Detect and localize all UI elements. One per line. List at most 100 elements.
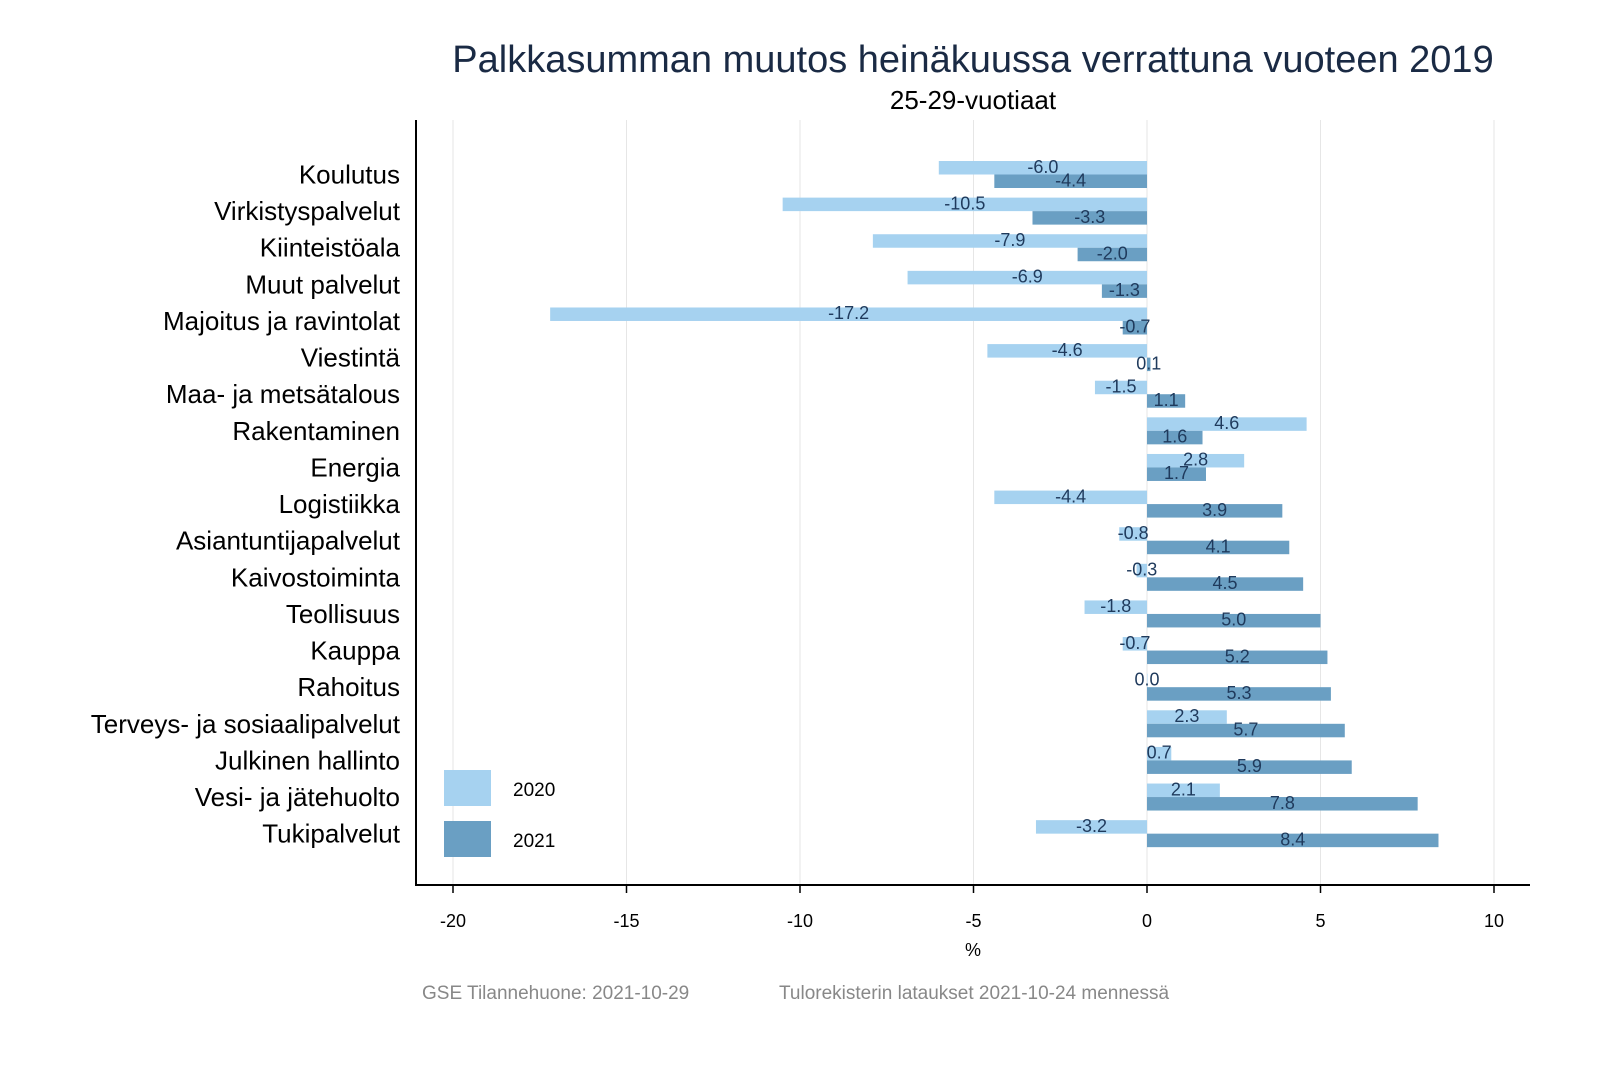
bar-2021 <box>1147 357 1151 372</box>
value-label-2021: 1.6 <box>1162 427 1187 447</box>
bar-2021 <box>994 174 1147 188</box>
legend: 2020 2021 <box>444 770 555 857</box>
bar-2020 <box>1147 673 1148 688</box>
bar-2021 <box>1147 687 1331 701</box>
bars <box>550 161 1439 848</box>
value-label-2020: 2.8 <box>1183 450 1208 470</box>
value-label-2021: -4.4 <box>1055 170 1086 190</box>
value-label-2020: -4.6 <box>1052 340 1083 360</box>
category-label: Kiinteistöala <box>260 233 401 263</box>
value-label-2021: 5.0 <box>1221 610 1246 630</box>
category-label: Kauppa <box>310 636 400 666</box>
legend-label-2020: 2020 <box>513 780 555 801</box>
bar-2021 <box>1147 540 1290 555</box>
bar-2021 <box>1077 247 1147 262</box>
value-label-2020: -6.0 <box>1027 157 1058 177</box>
x-axis-label: % <box>965 940 981 960</box>
legend-swatch-2020 <box>444 770 491 806</box>
chart-title: Palkkasumman muutos heinäkuussa verrattu… <box>452 39 1493 81</box>
value-label-2020: -3.2 <box>1076 816 1107 836</box>
bar-2021 <box>1122 320 1147 335</box>
bar-2020 <box>1147 746 1172 761</box>
bar-2020 <box>550 307 1147 321</box>
value-label-2021: 4.1 <box>1206 536 1231 556</box>
bar-2021 <box>1147 723 1345 738</box>
value-label-2021: 4.5 <box>1213 573 1238 593</box>
bar-2021 <box>1147 797 1418 811</box>
category-label: Vesi- ja jätehuolto <box>195 782 400 812</box>
bar-2020 <box>1147 783 1220 798</box>
value-label-2020: -1.5 <box>1105 376 1136 396</box>
value-label-2021: 8.4 <box>1280 829 1305 849</box>
value-label-2020: -7.9 <box>994 230 1025 250</box>
bar-2021 <box>1147 650 1328 665</box>
category-labels: Koulutus Virkistyspalvelut Kiinteistöala Mu… <box>91 160 401 849</box>
value-label-2021: 7.8 <box>1270 793 1295 813</box>
category-label: Kaivostoiminta <box>231 562 401 592</box>
value-label-2020: -6.9 <box>1012 267 1043 287</box>
value-label-2020: -4.4 <box>1055 486 1086 506</box>
x-tick-label: -10 <box>787 911 813 931</box>
value-label-2020: -1.8 <box>1100 596 1131 616</box>
chart-subtitle: 25-29-vuotiaat <box>890 85 1057 115</box>
value-label-2020: -10.5 <box>944 193 985 213</box>
bar-2021 <box>1101 284 1147 298</box>
bar-2020 <box>782 197 1147 212</box>
value-label-2020: -0.3 <box>1126 560 1157 580</box>
x-ticks: -20 -15 -10 -5 0 5 10 <box>440 885 1504 931</box>
category-label: Muut palvelut <box>245 269 400 299</box>
bar-2020 <box>1035 820 1147 834</box>
value-label-2021: -0.7 <box>1119 317 1150 337</box>
bar-2021 <box>1147 467 1206 481</box>
bar-2021 <box>1147 833 1439 848</box>
value-label-2021: 5.3 <box>1226 683 1251 703</box>
bar-2021 <box>1032 211 1147 225</box>
legend-swatch-2021 <box>444 821 491 857</box>
bar-2021 <box>1147 430 1203 445</box>
x-tick-label: 0 <box>1142 911 1152 931</box>
bar-2020 <box>1094 380 1147 395</box>
bar-2020 <box>1136 563 1147 578</box>
x-tick-label: -5 <box>965 911 981 931</box>
bar-2020 <box>1147 453 1245 468</box>
category-label: Maa- ja metsätalous <box>166 379 400 409</box>
category-label: Rahoitus <box>297 672 400 702</box>
x-tick-label: 10 <box>1484 911 1504 931</box>
value-label-2021: -3.3 <box>1074 207 1105 227</box>
x-tick-label: -15 <box>613 911 639 931</box>
bar-2021 <box>1147 760 1352 774</box>
value-label-2020: 2.3 <box>1174 706 1199 726</box>
legend-label-2021: 2021 <box>513 831 555 852</box>
x-tick-label: -20 <box>440 911 466 931</box>
footer-source: GSE Tilannehuone: 2021-10-29 <box>422 983 689 1004</box>
bar-2021 <box>1147 577 1304 591</box>
category-label: Koulutus <box>299 160 400 190</box>
bar-2021 <box>1147 613 1321 628</box>
bar-2020 <box>1147 710 1227 724</box>
category-label: Tukipalvelut <box>262 819 401 849</box>
category-label: Viestintä <box>301 343 401 373</box>
value-label-2021: 1.7 <box>1164 463 1189 483</box>
bar-2020 <box>1119 527 1147 541</box>
value-label-2020: 2.1 <box>1171 779 1196 799</box>
value-labels: -6.0-4.4-10.5-3.3-7.9-2.0-6.9-1.3-17.2-0… <box>828 157 1305 850</box>
bar-2020 <box>987 344 1147 358</box>
footer-note: Tulorekisterin lataukset 2021-10-24 menn… <box>779 983 1169 1004</box>
value-label-2020: 4.6 <box>1214 413 1239 433</box>
bar-2020 <box>1147 417 1307 431</box>
bar-2020 <box>907 270 1147 285</box>
category-label: Julkinen hallinto <box>215 745 400 775</box>
value-label-2021: 0.1 <box>1136 353 1161 373</box>
category-label: Logistiikka <box>279 489 401 519</box>
category-label: Terveys- ja sosiaalipalvelut <box>91 709 401 739</box>
value-label-2020: -0.8 <box>1118 523 1149 543</box>
value-label-2021: 3.9 <box>1202 500 1227 520</box>
category-label: Teollisuus <box>286 599 400 629</box>
bar-2020 <box>1084 600 1147 614</box>
category-label: Virkistyspalvelut <box>214 196 401 226</box>
value-label-2021: 5.7 <box>1233 720 1258 740</box>
value-label-2020: 0.0 <box>1134 669 1159 689</box>
bar-2021 <box>1147 504 1283 518</box>
bar-2020 <box>994 490 1147 505</box>
